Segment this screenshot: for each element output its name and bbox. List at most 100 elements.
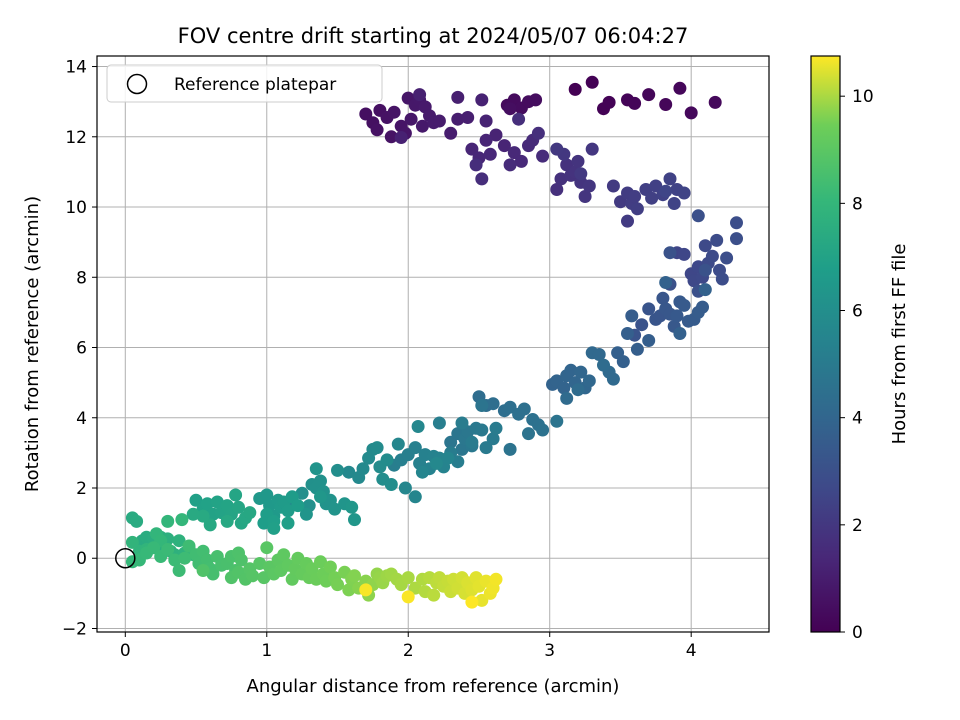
plot-frame xyxy=(96,55,770,633)
data-point xyxy=(597,358,610,372)
data-point xyxy=(309,462,323,476)
data-point xyxy=(345,500,359,514)
data-point xyxy=(232,500,245,514)
data-point xyxy=(387,105,401,119)
data-point xyxy=(730,232,743,246)
data-point xyxy=(536,423,550,437)
data-point xyxy=(328,502,342,516)
data-point xyxy=(475,423,489,437)
data-point xyxy=(536,149,550,163)
data-point xyxy=(401,590,415,604)
data-point xyxy=(196,509,210,523)
data-point xyxy=(475,172,489,186)
data-point xyxy=(415,119,429,133)
data-point xyxy=(606,179,620,193)
data-point xyxy=(710,233,724,247)
data-point xyxy=(514,154,528,168)
data-point xyxy=(413,88,427,102)
data-point xyxy=(178,551,192,565)
data-point xyxy=(220,514,234,528)
data-point xyxy=(432,114,446,128)
data-point xyxy=(370,123,384,137)
data-point xyxy=(257,516,271,530)
colorbar-label: Hours from first FF file xyxy=(889,244,910,445)
data-point xyxy=(602,95,616,109)
data-point xyxy=(656,291,670,305)
x-axis-label: Angular distance from reference (arcmin) xyxy=(247,676,620,697)
data-point xyxy=(200,497,214,511)
data-point xyxy=(465,435,479,449)
y-tick-label: 0 xyxy=(76,549,87,569)
data-point xyxy=(172,564,186,577)
data-point xyxy=(720,251,734,265)
data-point xyxy=(451,112,465,126)
data-point xyxy=(585,142,599,156)
data-point xyxy=(384,130,398,144)
data-point xyxy=(517,402,531,416)
data-point xyxy=(642,302,656,316)
data-point xyxy=(497,139,511,153)
data-point xyxy=(291,499,305,513)
colorbar-ticks: 0 2 4 6 8 10 xyxy=(840,87,874,643)
data-point xyxy=(614,195,627,209)
x-tick-label: 3 xyxy=(544,641,555,661)
data-point xyxy=(408,490,422,504)
data-point xyxy=(161,543,175,556)
data-point xyxy=(260,488,274,502)
y-tick-label: 8 xyxy=(76,268,87,288)
data-point xyxy=(281,516,295,530)
data-point xyxy=(380,453,394,467)
y-tick-label: 2 xyxy=(76,479,87,499)
y-tick-label: 14 xyxy=(65,58,87,78)
data-point xyxy=(229,488,243,502)
data-point xyxy=(314,474,327,488)
data-point xyxy=(578,190,592,203)
data-point xyxy=(677,298,691,312)
data-point xyxy=(331,578,344,592)
data-point xyxy=(628,96,642,110)
x-tick-label: 1 xyxy=(261,641,272,661)
data-point xyxy=(625,309,639,323)
data-point xyxy=(486,432,500,446)
data-points xyxy=(125,75,743,609)
data-point xyxy=(299,507,313,521)
data-point xyxy=(483,147,497,161)
data-point xyxy=(469,158,483,172)
legend: Reference platepar xyxy=(106,64,383,103)
data-point xyxy=(285,572,299,586)
data-point xyxy=(147,541,161,555)
data-point xyxy=(503,158,517,172)
data-point xyxy=(489,128,503,142)
data-point xyxy=(461,111,475,124)
colorbar-gradient xyxy=(810,55,841,633)
data-point xyxy=(441,451,455,465)
data-point xyxy=(663,172,677,186)
data-point xyxy=(645,191,659,205)
data-point xyxy=(451,455,465,469)
data-point xyxy=(260,541,274,555)
data-point xyxy=(560,391,574,405)
data-point xyxy=(667,197,681,210)
data-point xyxy=(408,441,422,455)
x-axis-ticks: 0 1 2 3 4 xyxy=(120,632,697,661)
data-point xyxy=(479,114,493,128)
data-point xyxy=(427,588,441,602)
data-point xyxy=(281,504,295,518)
data-point xyxy=(206,567,220,581)
data-point xyxy=(659,184,673,198)
data-point xyxy=(698,263,712,277)
data-point xyxy=(684,106,698,120)
data-point xyxy=(616,355,630,369)
data-point xyxy=(391,437,405,451)
data-point xyxy=(411,420,425,433)
data-point xyxy=(475,399,489,412)
colorbar-tick-label: 2 xyxy=(852,516,863,536)
data-point xyxy=(659,276,673,289)
data-point xyxy=(130,514,144,528)
data-point xyxy=(125,535,139,549)
data-point xyxy=(571,383,585,397)
data-point xyxy=(582,179,596,193)
data-point xyxy=(705,249,719,263)
data-point xyxy=(489,421,503,435)
data-point xyxy=(175,513,189,527)
